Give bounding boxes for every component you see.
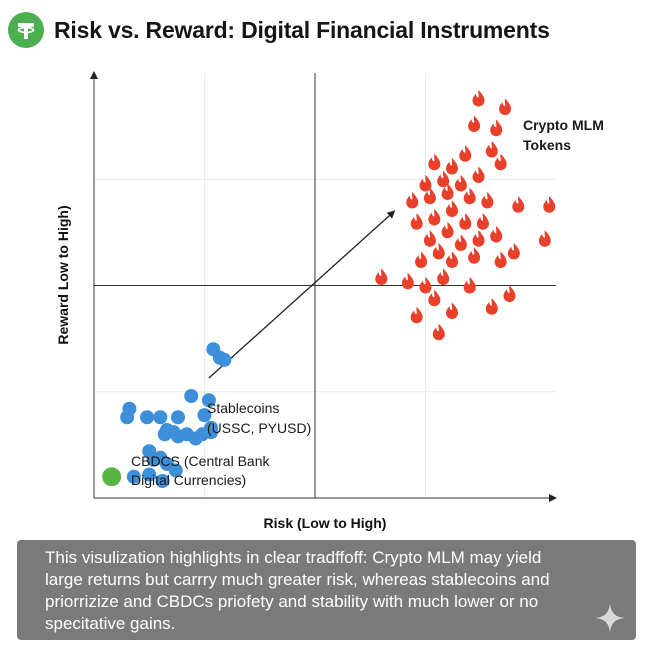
flame-point: [543, 196, 556, 213]
header: Risk vs. Reward: Digital Financial Instr…: [8, 10, 550, 50]
x-axis-label: Risk (Low to High): [264, 515, 387, 531]
series-cbdcs: [102, 467, 122, 487]
flame-point: [472, 230, 485, 247]
stablecoin-point: [120, 410, 135, 425]
stablecoin-point: [146, 452, 161, 467]
caption-line: specitative gains.: [45, 614, 176, 633]
flame-point: [446, 251, 459, 268]
flame-point: [375, 268, 388, 285]
sparkle-icon: [595, 603, 625, 633]
caption-line: This visulization highlights in clear tr…: [45, 548, 542, 567]
series-stablecoins: [120, 342, 232, 488]
flame-point: [485, 298, 498, 315]
flame-point: [490, 119, 503, 137]
stablecoin-point: [201, 393, 216, 408]
flame-point: [432, 323, 445, 341]
flame-point: [446, 158, 459, 175]
flame-point: [423, 187, 436, 205]
stablecoin-point: [184, 389, 199, 403]
flame-point: [419, 175, 432, 192]
stablecoin-point: [153, 410, 168, 425]
flame-point: [463, 277, 476, 294]
flame-point: [468, 115, 481, 132]
flame-point: [419, 277, 432, 294]
stablecoin-point: [155, 474, 170, 488]
cbdc-point: [102, 467, 122, 487]
flame-point: [476, 213, 489, 230]
flame-point: [432, 243, 445, 260]
stablecoin-point: [157, 427, 172, 442]
caption-line: large returns but carrry much greater ri…: [45, 570, 550, 589]
flame-point: [494, 153, 507, 171]
flame-point: [441, 183, 454, 200]
series-label: Crypto MLM Tokens: [523, 117, 604, 153]
flame-point: [410, 213, 423, 230]
flame-point: [428, 209, 441, 226]
flame-point: [468, 247, 481, 264]
stablecoin-point: [197, 408, 212, 423]
flame-point: [401, 272, 414, 290]
page-title: Risk vs. Reward: Digital Financial Instr…: [54, 16, 550, 43]
flame-point: [406, 192, 419, 209]
flame-point: [472, 90, 485, 107]
series-label-line: Digital Currencies): [131, 472, 246, 488]
y-axis-label: Reward Low to High): [55, 205, 71, 344]
flame-point: [490, 226, 503, 243]
flame-point: [459, 213, 472, 230]
flame-point: [437, 268, 450, 285]
flame-point: [512, 196, 525, 213]
series-label-line: (USSC, PYUSD): [207, 420, 311, 436]
flame-point: [538, 230, 551, 247]
series-label-line: CBDCS (Central Bank: [131, 453, 270, 469]
flame-point: [499, 98, 512, 115]
trend-arrow: [208, 210, 396, 379]
flame-point: [423, 230, 436, 247]
stablecoin-point: [168, 463, 183, 478]
flame-point: [428, 153, 441, 171]
flame-point: [503, 285, 516, 302]
caption-box: This visulization highlights in clear tr…: [17, 540, 636, 640]
series-label: CBDCS (Central Bank Digital Currencies): [131, 453, 270, 488]
flame-point: [459, 145, 472, 162]
flame-point: [454, 175, 467, 192]
tether-logo-icon: [8, 12, 44, 48]
flame-point: [428, 289, 441, 307]
flame-point: [454, 234, 467, 251]
flame-point: [494, 251, 507, 268]
series-label-line: Crypto MLM: [523, 117, 604, 133]
flame-point: [507, 243, 520, 260]
flame-point: [485, 141, 498, 158]
flame-point: [446, 302, 459, 319]
stablecoin-point: [170, 410, 185, 425]
caption-line: priorrizize and CBDCs priofety and stabi…: [45, 592, 539, 611]
stablecoin-point: [142, 467, 157, 482]
stablecoin-point: [140, 410, 155, 425]
flame-point: [437, 170, 450, 188]
series-label-line: Stablecoins: [207, 400, 279, 416]
scatter-chart: Crypto MLM Tokens Stablecoins (USSC, PYUSD)…: [55, 71, 604, 531]
flame-point: [446, 200, 459, 217]
stablecoin-point: [126, 469, 141, 484]
flame-point: [481, 192, 494, 209]
quadrant-lines: [94, 73, 556, 498]
series-crypto: [375, 90, 556, 341]
stablecoin-point: [217, 352, 232, 367]
flame-point: [441, 221, 454, 239]
stablecoin-point: [204, 425, 219, 440]
flame-point: [472, 166, 485, 183]
flame-point: [463, 187, 476, 205]
flame-point: [410, 306, 423, 324]
series-label-line: Tokens: [523, 137, 571, 153]
series-label: Stablecoins (USSC, PYUSD): [207, 400, 311, 436]
flame-point: [415, 251, 428, 268]
